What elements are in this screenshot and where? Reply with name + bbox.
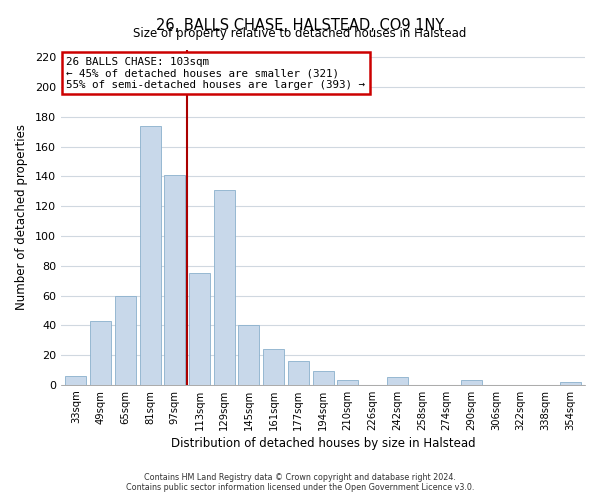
Bar [115, 296, 136, 385]
Bar [238, 326, 259, 385]
Bar [140, 126, 161, 385]
Text: 26, BALLS CHASE, HALSTEAD, CO9 1NY: 26, BALLS CHASE, HALSTEAD, CO9 1NY [156, 18, 444, 32]
Text: Size of property relative to detached houses in Halstead: Size of property relative to detached ho… [133, 28, 467, 40]
Bar [560, 382, 581, 385]
Bar [164, 175, 185, 385]
Bar [337, 380, 358, 385]
Text: 26 BALLS CHASE: 103sqm
← 45% of detached houses are smaller (321)
55% of semi-de: 26 BALLS CHASE: 103sqm ← 45% of detached… [66, 56, 365, 90]
Bar [263, 349, 284, 385]
Text: Contains HM Land Registry data © Crown copyright and database right 2024.
Contai: Contains HM Land Registry data © Crown c… [126, 473, 474, 492]
X-axis label: Distribution of detached houses by size in Halstead: Distribution of detached houses by size … [171, 437, 475, 450]
Bar [90, 321, 111, 385]
Bar [313, 372, 334, 385]
Bar [288, 361, 309, 385]
Bar [214, 190, 235, 385]
Bar [189, 273, 210, 385]
Bar [461, 380, 482, 385]
Bar [65, 376, 86, 385]
Y-axis label: Number of detached properties: Number of detached properties [15, 124, 28, 310]
Bar [386, 378, 407, 385]
